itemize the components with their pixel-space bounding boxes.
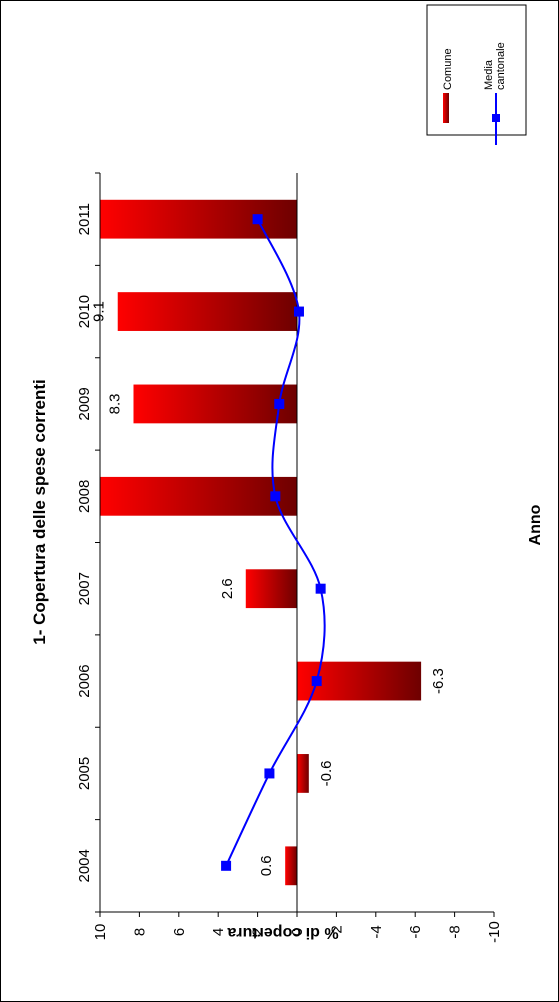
legend: Comune Media cantonale [426, 4, 527, 145]
media-point-2007 [315, 583, 326, 594]
x-axis-title: Anno [527, 504, 544, 545]
media-point-2008 [270, 491, 281, 502]
category-label-2007: 2007 [76, 572, 93, 605]
bar-2005 [297, 754, 309, 793]
legend-label-comune: Comune [442, 48, 454, 90]
value-tick-label: -4 [368, 925, 385, 938]
bar-2004 [285, 846, 297, 886]
legend-label-media-line1: Media [483, 59, 495, 90]
category-label-2006: 2006 [76, 664, 93, 697]
media-point-2010 [293, 306, 304, 317]
value-tick-label: -6 [407, 925, 424, 938]
legend-label-media: Media cantonale [483, 42, 507, 90]
category-label-2008: 2008 [76, 480, 93, 513]
category-label-2010: 2010 [76, 295, 93, 328]
category-label-2004: 2004 [76, 849, 93, 882]
legend-label-media-line2: cantonale [495, 42, 507, 90]
value-tick-label: -2 [328, 925, 345, 938]
value-tick-label: 10 [92, 924, 109, 941]
media-point-2006 [311, 676, 322, 687]
data-label-2004: 0.6 [258, 855, 275, 876]
media-point-2011 [252, 214, 263, 225]
bar-2011 [100, 199, 297, 239]
value-tick-label: 2 [250, 928, 267, 936]
chart-title: 1- Copertura delle spese correnti [30, 379, 49, 644]
y-axis-title: % di copertura [227, 924, 338, 941]
category-label-2011: 2011 [76, 203, 93, 235]
legend-marker-swatch [492, 114, 500, 122]
value-tick-label: -8 [447, 925, 464, 938]
bar-2007 [245, 569, 297, 609]
bar-2010 [117, 292, 297, 331]
media-point-2005 [264, 768, 275, 779]
data-label-2006: -6.3 [430, 668, 447, 694]
media-point-2004 [221, 860, 232, 871]
data-label-2007: 2.6 [219, 578, 236, 599]
category-label-2005: 2005 [76, 757, 93, 790]
value-tick-label: -10 [486, 921, 503, 943]
data-label-2005: -0.6 [318, 761, 335, 787]
bar-2008 [100, 476, 297, 516]
media-cantonale-line [225, 218, 326, 867]
data-label-2009: 8.3 [106, 394, 123, 415]
axes-layer: 10 8 6 4 2 0 -2 -4 -6 -8 -10 2004 2005 2006 2007 2008 20… [76, 172, 503, 943]
media-point-2009 [274, 398, 285, 409]
labels-layer: 0.6 -0.6 -6.3 2.6 8.3 9.1 [91, 301, 447, 876]
value-tick-label: 0 [289, 928, 306, 936]
data-label-2010: 9.1 [91, 301, 108, 322]
line-layer [221, 214, 326, 871]
bar-2009 [133, 384, 297, 424]
value-tick-label: 8 [131, 928, 148, 936]
category-label-2009: 2009 [76, 387, 93, 420]
legend-bar-swatch [443, 93, 449, 123]
value-tick-label: 4 [210, 928, 227, 936]
value-tick-label: 6 [171, 928, 188, 936]
